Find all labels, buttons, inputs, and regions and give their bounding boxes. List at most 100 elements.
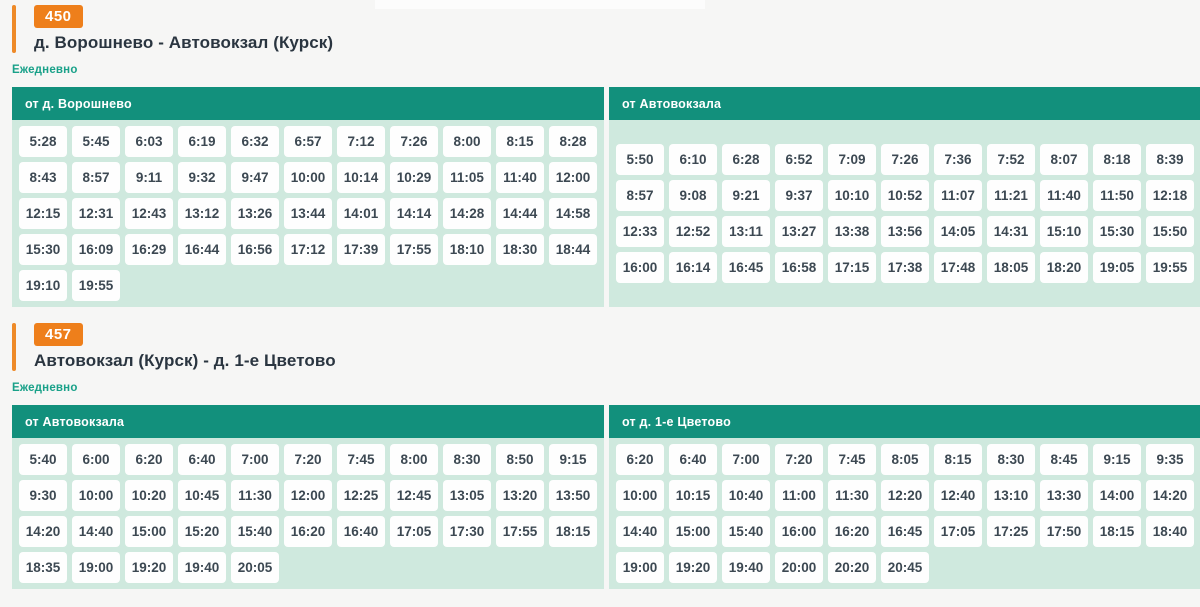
time-chip: 19:20 (125, 552, 173, 583)
time-chip: 7:36 (934, 144, 982, 175)
time-chip: 15:40 (722, 516, 770, 547)
time-chip: 17:05 (390, 516, 438, 547)
panel-header: от Автовокзала (609, 87, 1200, 120)
time-chip: 16:58 (775, 252, 823, 283)
time-chip: 14:14 (390, 198, 438, 229)
time-chip: 10:00 (284, 162, 332, 193)
time-chip: 11:40 (1040, 180, 1088, 211)
time-chip: 12:15 (19, 198, 67, 229)
route-head-text: 450 д. Ворошнево - Автовокзал (Курск) (34, 5, 333, 53)
schedule-frequency-label: Ежедневно (12, 382, 78, 394)
time-chip: 19:20 (669, 552, 717, 583)
time-chip: 6:40 (669, 444, 717, 475)
time-chip: 14:58 (549, 198, 597, 229)
time-chip: 7:00 (231, 444, 279, 475)
time-chip: 7:26 (881, 144, 929, 175)
time-chip: 20:00 (775, 552, 823, 583)
time-chip: 13:12 (178, 198, 226, 229)
panel-header: от Автовокзала (12, 405, 604, 438)
time-chip: 5:40 (19, 444, 67, 475)
time-chip: 13:20 (496, 480, 544, 511)
time-chip: 12:00 (549, 162, 597, 193)
time-chip: 7:26 (390, 126, 438, 157)
time-chip: 14:20 (1146, 480, 1194, 511)
time-chip: 18:15 (549, 516, 597, 547)
time-row: 19:00 19:20 19:40 20:00 20:20 20:45 (616, 552, 1194, 583)
time-chip: 14:40 (616, 516, 664, 547)
time-chip: 10:52 (881, 180, 929, 211)
time-chip: 5:50 (616, 144, 664, 175)
time-chip: 6:03 (125, 126, 173, 157)
panel-header: от д. Ворошнево (12, 87, 604, 120)
time-chip: 17:38 (881, 252, 929, 283)
route-accent-bar (12, 5, 16, 53)
time-chip: 6:10 (669, 144, 717, 175)
time-chip: 14:40 (72, 516, 120, 547)
time-row: 14:40 15:00 15:40 16:00 16:20 16:45 17:05 17:25… (616, 516, 1194, 547)
time-chip: 8:15 (496, 126, 544, 157)
time-chip: 12:45 (390, 480, 438, 511)
time-row: 8:43 8:57 9:11 9:32 9:47 10:00 10:14 10:29 11:05… (19, 162, 597, 193)
time-chip: 19:00 (72, 552, 120, 583)
time-chip: 5:45 (72, 126, 120, 157)
time-chip: 19:10 (19, 270, 67, 301)
time-chip: 13:26 (231, 198, 279, 229)
time-chip: 18:35 (19, 552, 67, 583)
time-row: 9:30 10:00 10:20 10:45 11:30 12:00 12:25 12:45 1… (19, 480, 597, 511)
time-chip: 13:10 (987, 480, 1035, 511)
time-chip: 15:20 (178, 516, 226, 547)
panel-body: 5:28 5:45 6:03 6:19 6:32 6:57 7:12 7:26 8:00 8:15… (12, 120, 604, 307)
timetable-panel-return: от Автовокзала 5:50 6:10 6:28 6:52 7:09 7:26 7… (609, 87, 1200, 307)
time-chip: 11:30 (231, 480, 279, 511)
time-chip: 8:00 (443, 126, 491, 157)
time-chip: 6:19 (178, 126, 226, 157)
time-chip: 7:12 (337, 126, 385, 157)
time-chip: 11:21 (987, 180, 1035, 211)
time-chip: 13:56 (881, 216, 929, 247)
time-chip: 6:32 (231, 126, 279, 157)
time-chip: 11:07 (934, 180, 982, 211)
time-chip: 19:40 (178, 552, 226, 583)
time-chip: 12:20 (881, 480, 929, 511)
route-number-badge: 457 (34, 323, 83, 346)
time-chip: 20:20 (828, 552, 876, 583)
time-chip: 19:55 (1146, 252, 1194, 283)
time-chip: 8:50 (496, 444, 544, 475)
time-chip: 9:21 (722, 180, 770, 211)
time-chip: 14:05 (934, 216, 982, 247)
schedule-frequency-label: Ежедневно (12, 64, 78, 76)
time-chip: 10:10 (828, 180, 876, 211)
time-chip: 14:01 (337, 198, 385, 229)
time-chip: 18:20 (1040, 252, 1088, 283)
time-chip: 8:30 (987, 444, 1035, 475)
time-chip: 6:40 (178, 444, 226, 475)
route-accent-bar (12, 323, 16, 371)
time-chip: 9:15 (1093, 444, 1141, 475)
time-chip: 18:15 (1093, 516, 1141, 547)
route-title: д. Ворошнево - Автовокзал (Курск) (34, 33, 334, 52)
top-page-strip (375, 0, 705, 9)
time-chip: 17:39 (337, 234, 385, 265)
time-row: 16:00 16:14 16:45 16:58 17:15 17:38 17:48 18:05… (616, 252, 1194, 283)
time-chip: 7:52 (987, 144, 1035, 175)
time-chip: 16:56 (231, 234, 279, 265)
time-chip: 6:20 (125, 444, 173, 475)
time-chip: 10:40 (722, 480, 770, 511)
time-chip: 14:20 (19, 516, 67, 547)
time-chip: 9:30 (19, 480, 67, 511)
time-chip: 10:00 (616, 480, 664, 511)
time-chip: 11:30 (828, 480, 876, 511)
time-chip: 14:00 (1093, 480, 1141, 511)
time-chip: 8:39 (1146, 144, 1194, 175)
time-chip: 20:05 (231, 552, 279, 583)
time-chip: 10:29 (390, 162, 438, 193)
route-head-text: 457 Автовокзал (Курск) - д. 1-е Цветово (34, 323, 336, 371)
time-chip: 7:20 (775, 444, 823, 475)
time-chip: 19:40 (722, 552, 770, 583)
time-chip: 7:20 (284, 444, 332, 475)
time-chip: 9:32 (178, 162, 226, 193)
time-chip: 16:00 (616, 252, 664, 283)
timetable-page: 450 д. Ворошнево - Автовокзал (Курск) Еж… (12, 5, 1200, 589)
time-chip: 9:15 (549, 444, 597, 475)
time-chip: 9:11 (125, 162, 173, 193)
